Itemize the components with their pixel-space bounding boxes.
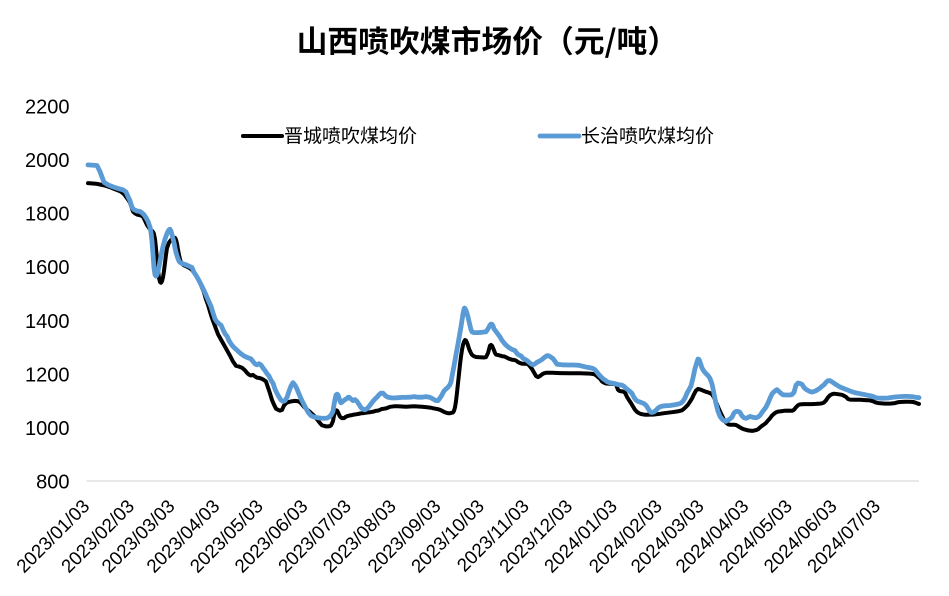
svg-text:800: 800 bbox=[36, 472, 69, 494]
svg-text:1600: 1600 bbox=[25, 257, 70, 279]
svg-text:1200: 1200 bbox=[25, 364, 70, 386]
svg-text:1800: 1800 bbox=[25, 204, 70, 226]
svg-text:1000: 1000 bbox=[25, 418, 70, 440]
svg-text:1400: 1400 bbox=[25, 311, 70, 333]
svg-text:2200: 2200 bbox=[25, 97, 70, 119]
svg-text:2000: 2000 bbox=[25, 150, 70, 172]
